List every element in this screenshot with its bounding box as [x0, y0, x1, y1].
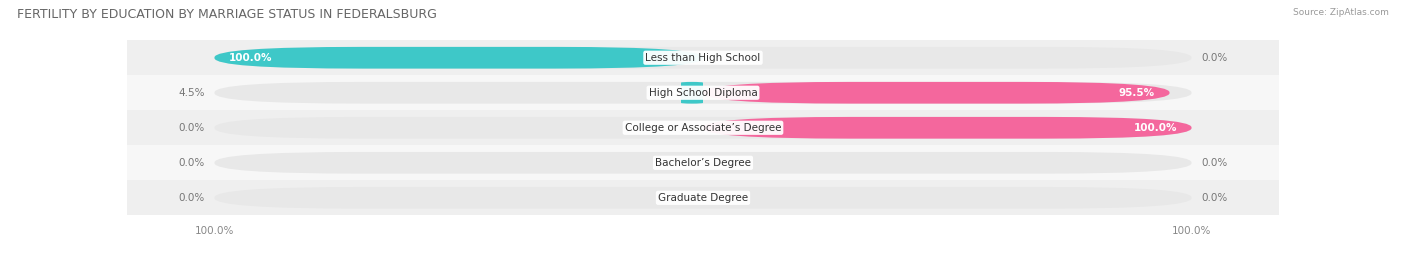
Text: 0.0%: 0.0% — [1201, 53, 1227, 63]
Text: Bachelor’s Degree: Bachelor’s Degree — [655, 158, 751, 168]
Bar — [127, 110, 1279, 145]
Text: 0.0%: 0.0% — [179, 123, 205, 133]
Text: 4.5%: 4.5% — [179, 88, 205, 98]
Text: 100.0%: 100.0% — [229, 53, 273, 63]
FancyBboxPatch shape — [215, 117, 1191, 139]
FancyBboxPatch shape — [215, 47, 703, 69]
Bar — [127, 145, 1279, 180]
Text: 95.5%: 95.5% — [1119, 88, 1154, 98]
Text: College or Associate’s Degree: College or Associate’s Degree — [624, 123, 782, 133]
Text: 0.0%: 0.0% — [179, 158, 205, 168]
FancyBboxPatch shape — [215, 82, 1191, 104]
Bar — [127, 40, 1279, 75]
Bar — [127, 75, 1279, 110]
FancyBboxPatch shape — [215, 187, 1191, 209]
FancyBboxPatch shape — [215, 47, 1191, 69]
Text: 0.0%: 0.0% — [1201, 193, 1227, 203]
Text: Source: ZipAtlas.com: Source: ZipAtlas.com — [1294, 8, 1389, 17]
FancyBboxPatch shape — [703, 117, 1191, 139]
Bar — [127, 180, 1279, 215]
FancyBboxPatch shape — [215, 152, 1191, 174]
FancyBboxPatch shape — [681, 82, 703, 104]
Text: High School Diploma: High School Diploma — [648, 88, 758, 98]
Text: 0.0%: 0.0% — [179, 193, 205, 203]
Text: Less than High School: Less than High School — [645, 53, 761, 63]
Text: Graduate Degree: Graduate Degree — [658, 193, 748, 203]
FancyBboxPatch shape — [703, 82, 1170, 104]
Text: 100.0%: 100.0% — [1133, 123, 1177, 133]
Text: 0.0%: 0.0% — [1201, 158, 1227, 168]
Text: FERTILITY BY EDUCATION BY MARRIAGE STATUS IN FEDERALSBURG: FERTILITY BY EDUCATION BY MARRIAGE STATU… — [17, 8, 437, 21]
